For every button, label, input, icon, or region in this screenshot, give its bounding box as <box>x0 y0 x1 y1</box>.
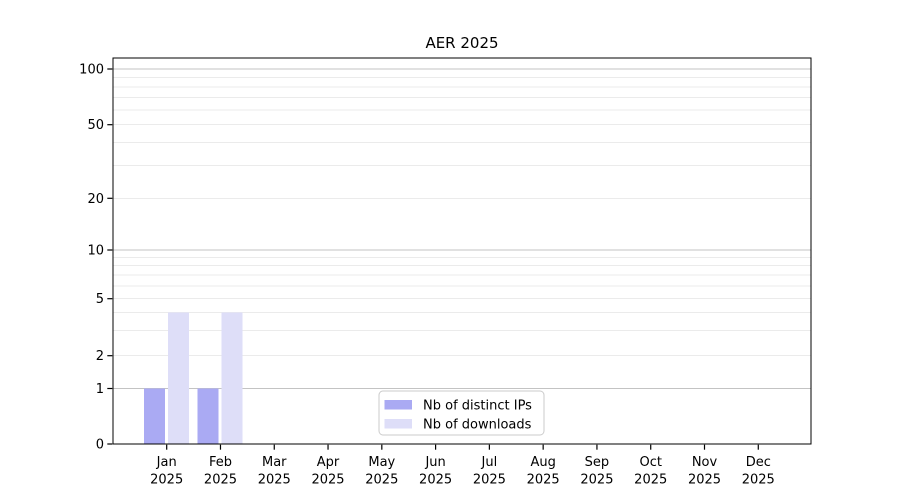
y-tick-label: 100 <box>79 63 104 78</box>
x-tick-label-month: Aug <box>530 455 555 470</box>
x-tick-label-month: Jun <box>424 455 445 470</box>
bars-layer <box>143 312 243 444</box>
x-tick-label-year: 2025 <box>204 473 237 488</box>
legend-box <box>378 390 545 436</box>
x-tick-label-year: 2025 <box>365 473 398 488</box>
y-tick-label: 50 <box>87 118 104 133</box>
legend-label-distinct-ips: Nb of distinct IPs <box>423 399 532 414</box>
legend: Nb of distinct IPs Nb of downloads <box>378 390 545 436</box>
y-tick-label: 5 <box>96 292 104 307</box>
y-tick-label: 10 <box>87 244 104 259</box>
x-tick-label-year: 2025 <box>580 473 613 488</box>
x-tick-label-year: 2025 <box>419 473 452 488</box>
legend-swatch-downloads <box>384 419 412 429</box>
bar-downloads <box>167 312 189 444</box>
x-tick-label-month: Oct <box>639 455 661 470</box>
x-tick-label-month: Jul <box>481 455 498 470</box>
x-tick-label-year: 2025 <box>311 473 344 488</box>
x-tick-label-month: Apr <box>317 455 340 470</box>
y-tick-label: 20 <box>87 192 104 207</box>
plot-border <box>112 57 812 445</box>
x-tick-label-year: 2025 <box>150 473 183 488</box>
x-tick-label-month: Jan <box>156 455 177 470</box>
x-tick-label-month: Sep <box>585 455 610 470</box>
x-tick-label-year: 2025 <box>634 473 667 488</box>
x-tick-label-month: Mar <box>262 455 287 470</box>
x-tick-label-month: Nov <box>692 455 718 470</box>
x-tick-label-month: Feb <box>209 455 232 470</box>
y-tick-label: 2 <box>96 349 104 364</box>
chart-title: AER 2025 <box>425 34 498 52</box>
grid-layer <box>113 68 811 389</box>
bar-distinct-ips <box>143 388 165 444</box>
legend-label-downloads: Nb of downloads <box>423 418 532 433</box>
x-tick-label-year: 2025 <box>473 473 506 488</box>
x-tick-label-year: 2025 <box>688 473 721 488</box>
bar-downloads <box>221 312 243 444</box>
x-tick-label-year: 2025 <box>527 473 560 488</box>
y-tick-label: 1 <box>96 382 104 397</box>
axis-layer: 0 1 2 5 10 20 50 100 Jan 2025 Feb 2025 Mar 2025 Apr 202… <box>79 63 775 488</box>
x-tick-label-year: 2025 <box>742 473 775 488</box>
bar-distinct-ips <box>197 388 219 444</box>
x-tick-label-year: 2025 <box>258 473 291 488</box>
x-tick-label-month: Dec <box>746 455 771 470</box>
legend-swatch-distinct-ips <box>384 400 412 410</box>
y-tick-label: 0 <box>96 438 104 453</box>
x-tick-label-month: May <box>368 455 395 470</box>
